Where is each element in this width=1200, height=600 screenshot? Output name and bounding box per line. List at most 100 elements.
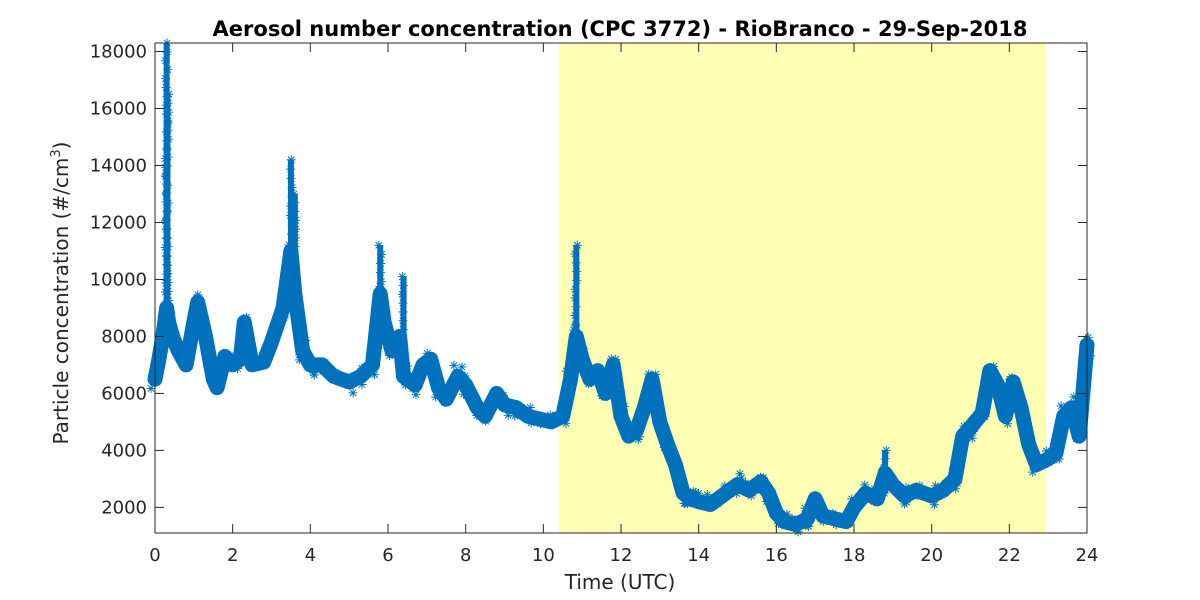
data-point bbox=[959, 421, 969, 431]
y-tick-label: 6000 bbox=[101, 383, 147, 404]
data-point bbox=[977, 398, 987, 408]
data-point bbox=[889, 481, 899, 491]
x-tick-label: 0 bbox=[149, 545, 160, 566]
data-point bbox=[377, 249, 387, 259]
data-point bbox=[787, 514, 797, 524]
data-point bbox=[736, 473, 746, 483]
data-point bbox=[348, 388, 358, 398]
data-point bbox=[879, 463, 889, 472]
data-point bbox=[557, 415, 566, 425]
data-point bbox=[793, 519, 803, 529]
data-point bbox=[162, 305, 171, 314]
data-point bbox=[1047, 455, 1057, 465]
data-point bbox=[810, 491, 820, 501]
data-point bbox=[680, 490, 690, 500]
data-point bbox=[573, 346, 583, 356]
y-tick-label: 8000 bbox=[101, 326, 147, 347]
data-point bbox=[163, 242, 173, 252]
data-point bbox=[385, 351, 394, 361]
data-point bbox=[968, 427, 978, 436]
data-point bbox=[559, 405, 568, 415]
data-point bbox=[162, 314, 172, 323]
data-point bbox=[735, 469, 745, 479]
x-tick-label: 10 bbox=[532, 545, 555, 566]
data-point bbox=[782, 509, 792, 519]
data-point bbox=[989, 361, 999, 371]
data-point bbox=[1056, 401, 1066, 411]
data-point bbox=[601, 380, 611, 390]
y-tick-label: 4000 bbox=[101, 440, 147, 461]
data-point bbox=[162, 331, 172, 341]
data-point bbox=[286, 155, 296, 165]
data-point bbox=[163, 116, 173, 126]
data-point bbox=[276, 313, 286, 323]
data-point bbox=[570, 249, 580, 259]
data-point bbox=[163, 206, 172, 216]
data-point bbox=[398, 351, 408, 361]
x-tick-label: 12 bbox=[610, 545, 633, 566]
data-point bbox=[564, 383, 574, 393]
data-point bbox=[422, 348, 432, 358]
data-point bbox=[388, 344, 398, 354]
data-point bbox=[397, 272, 407, 282]
data-point bbox=[670, 466, 680, 476]
data-point bbox=[690, 487, 700, 497]
y-tick-label: 10000 bbox=[90, 269, 147, 290]
data-point bbox=[1063, 411, 1073, 421]
x-tick-label: 8 bbox=[460, 545, 471, 566]
data-point bbox=[162, 251, 172, 261]
data-point bbox=[309, 370, 319, 380]
data-point bbox=[289, 189, 299, 199]
data-point bbox=[163, 287, 173, 297]
data-point bbox=[572, 328, 582, 338]
plot-area: 0 2 4 6 8 10 12 14 16 18 20 22 24 200040006000800010… bbox=[90, 38, 1098, 566]
data-point bbox=[860, 480, 870, 490]
data-point bbox=[493, 391, 503, 401]
data-point bbox=[847, 494, 857, 504]
data-point bbox=[881, 445, 891, 455]
data-point bbox=[428, 365, 438, 375]
data-point bbox=[570, 293, 580, 303]
data-point bbox=[163, 269, 173, 279]
data-point bbox=[263, 337, 273, 347]
data-point bbox=[659, 430, 669, 440]
data-point bbox=[288, 285, 298, 295]
data-point bbox=[288, 250, 298, 260]
data-point bbox=[163, 323, 173, 332]
data-point bbox=[643, 393, 653, 403]
data-point bbox=[1054, 454, 1064, 464]
y-tick-label: 18000 bbox=[90, 42, 147, 63]
data-point bbox=[442, 394, 452, 404]
data-point bbox=[416, 359, 426, 369]
data-point bbox=[842, 520, 852, 530]
data-point bbox=[525, 403, 535, 412]
data-point bbox=[818, 505, 828, 515]
data-point bbox=[571, 302, 581, 312]
data-point bbox=[481, 416, 491, 426]
data-point bbox=[651, 382, 661, 392]
data-point bbox=[633, 434, 643, 444]
y-tick-label: 14000 bbox=[90, 156, 147, 177]
data-point bbox=[652, 413, 662, 423]
x-axis: 0 2 4 6 8 10 12 14 16 18 20 22 24 bbox=[149, 43, 1098, 566]
data-point bbox=[1028, 454, 1038, 464]
data-point bbox=[521, 405, 530, 415]
data-point bbox=[400, 380, 410, 390]
data-point bbox=[320, 358, 330, 368]
data-point bbox=[241, 312, 251, 322]
data-point bbox=[587, 366, 597, 376]
data-point bbox=[385, 340, 395, 350]
data-point bbox=[782, 520, 792, 530]
y-axis-label: Particle concentration (#/cm3) bbox=[49, 142, 73, 445]
data-point bbox=[163, 125, 173, 135]
y-axis-label-superscript: 3 bbox=[49, 149, 64, 157]
data-point bbox=[290, 294, 300, 304]
x-tick-label: 6 bbox=[382, 545, 393, 566]
data-point bbox=[626, 430, 636, 439]
data-point bbox=[301, 336, 311, 345]
series-layer bbox=[146, 38, 1095, 537]
data-point bbox=[397, 333, 407, 343]
data-point bbox=[869, 497, 879, 507]
data-point bbox=[924, 487, 933, 497]
data-point bbox=[146, 383, 156, 393]
